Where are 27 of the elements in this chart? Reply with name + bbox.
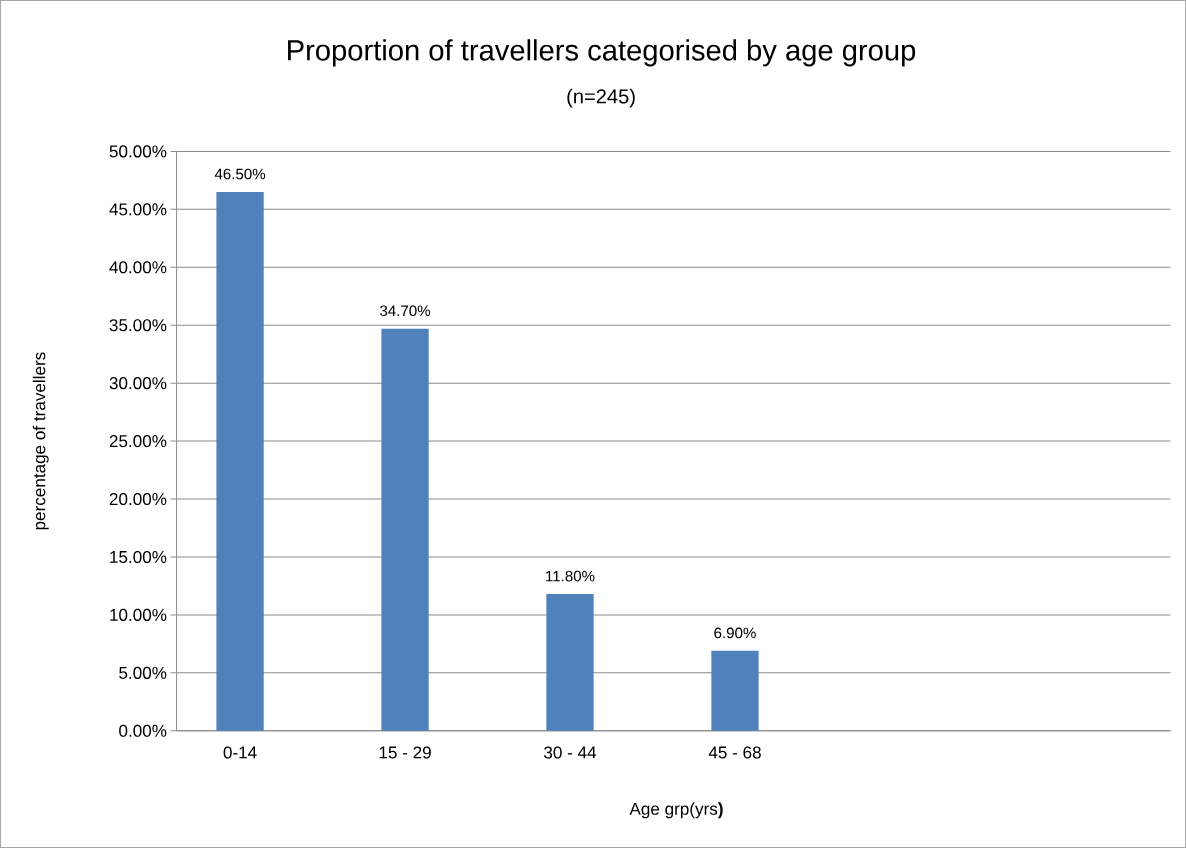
y-tick-label: 50.00% xyxy=(109,145,167,158)
y-tick-label: 5.00% xyxy=(119,666,167,679)
y-tick-label: 0.00% xyxy=(119,724,167,737)
data-label: 6.90% xyxy=(714,627,756,639)
data-label: 11.80% xyxy=(546,570,595,582)
x-tick-label: 0-14 xyxy=(223,746,257,759)
y-tick-label: 25.00% xyxy=(109,435,167,448)
x-axis-title: Age grp(yrs) xyxy=(629,802,723,819)
bar xyxy=(546,594,594,731)
y-tick-label: 35.00% xyxy=(109,319,167,332)
x-tick-label: 45 - 68 xyxy=(708,746,761,759)
y-tick-label: 15.00% xyxy=(110,550,167,564)
chart-title: Proportion of travellers categorised by age group xyxy=(288,39,916,67)
data-label: 46.50% xyxy=(214,168,266,180)
y-axis-title: percentage of travellers xyxy=(32,352,49,530)
data-label: 34.70% xyxy=(380,305,431,317)
y-tick-label: 45.00% xyxy=(109,203,167,216)
bar xyxy=(381,328,429,731)
x-tick-label: 15 - 29 xyxy=(379,746,431,759)
bar xyxy=(711,650,759,731)
y-tick-label: 20.00% xyxy=(109,492,167,506)
y-tick-label: 40.00% xyxy=(109,261,167,274)
y-tick-label: 30.00% xyxy=(109,377,167,390)
chart-subtitle: (n=245) xyxy=(567,88,635,108)
bar xyxy=(216,191,264,731)
x-tick-label: 30 - 44 xyxy=(544,746,597,759)
y-tick-label: 10.00% xyxy=(110,608,167,621)
